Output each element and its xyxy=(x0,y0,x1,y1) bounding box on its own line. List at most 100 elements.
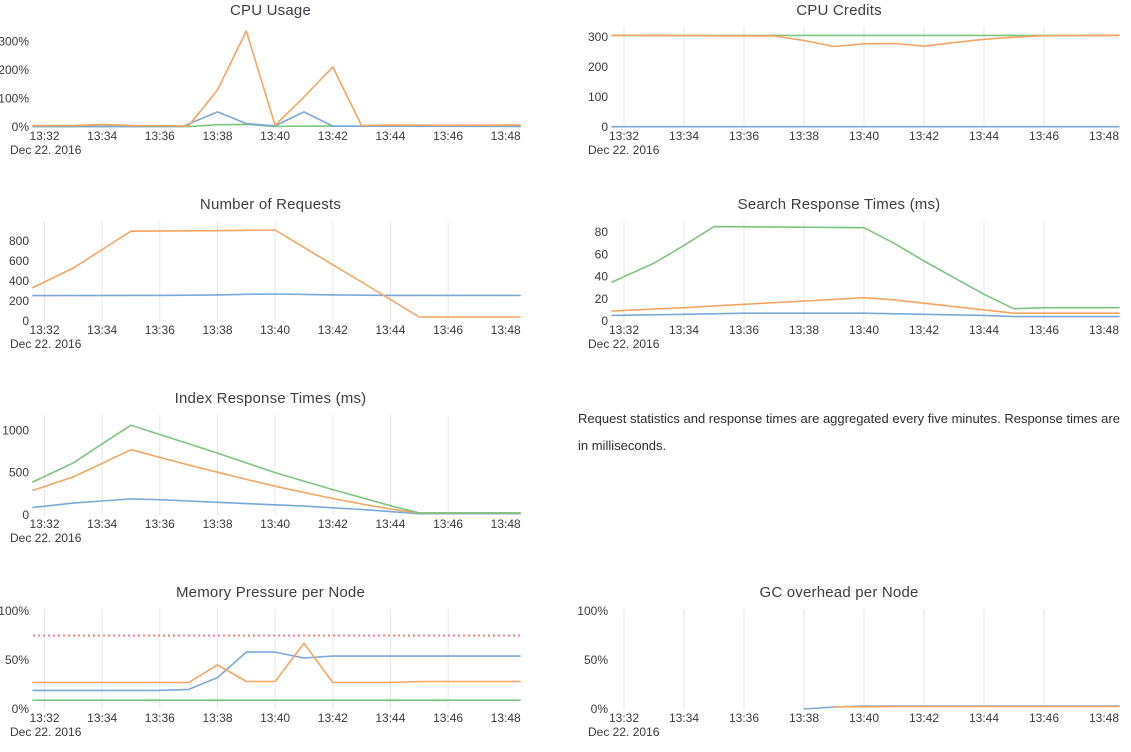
x-axis-tick-label: 13:46 xyxy=(433,711,463,725)
x-axis-tick-label: 13:46 xyxy=(1029,323,1059,337)
x-axis-date-label: Dec 22. 2016 xyxy=(588,337,660,351)
x-axis-date-label: Dec 22. 2016 xyxy=(588,143,660,157)
series-line-orange xyxy=(33,230,520,317)
chart-title: Index Response Times (ms) xyxy=(0,390,565,410)
y-axis-tick-label: 60 xyxy=(595,247,609,261)
x-axis-tick-label: 13:44 xyxy=(969,711,999,725)
x-axis-tick-label: 13:46 xyxy=(433,323,463,337)
y-axis-tick-label: 300 xyxy=(588,30,608,44)
y-axis-tick-label: 500 xyxy=(9,466,29,480)
x-axis-date-label: Dec 22. 2016 xyxy=(588,725,660,739)
series-line-orange xyxy=(612,298,1119,314)
x-axis-tick-label: 13:34 xyxy=(87,129,117,143)
series-line-green xyxy=(612,227,1119,309)
y-axis-tick-label: 0 xyxy=(22,508,29,522)
x-axis-tick-label: 13:34 xyxy=(87,517,117,531)
x-axis-tick-label: 13:48 xyxy=(491,517,521,531)
y-axis-tick-label: 400 xyxy=(9,274,29,288)
x-axis-tick-label: 13:48 xyxy=(491,711,521,725)
x-axis-date-label: Dec 22. 2016 xyxy=(10,725,82,739)
x-axis-tick-label: 13:40 xyxy=(260,517,290,531)
x-axis-tick-label: 13:34 xyxy=(87,711,117,725)
x-axis-tick-label: 13:34 xyxy=(87,323,117,337)
x-axis-tick-label: 13:42 xyxy=(318,711,348,725)
x-axis-tick-label: 13:48 xyxy=(1089,129,1119,143)
x-axis-tick-label: 13:34 xyxy=(669,711,699,725)
x-axis-tick-label: 13:42 xyxy=(909,129,939,143)
x-axis-tick-label: 13:48 xyxy=(491,129,521,143)
x-axis-tick-label: 13:44 xyxy=(969,129,999,143)
x-axis-tick-label: 13:46 xyxy=(1029,711,1059,725)
x-axis-tick-label: 13:36 xyxy=(145,323,175,337)
y-axis-tick-label: 200 xyxy=(588,60,608,74)
x-axis-tick-label: 13:38 xyxy=(202,517,232,531)
chart-title: Number of Requests xyxy=(0,196,565,216)
y-axis-tick-label: 100% xyxy=(0,91,29,105)
x-axis-tick-label: 13:38 xyxy=(202,323,232,337)
y-axis-tick-label: 80 xyxy=(595,225,609,239)
x-axis-tick-label: 13:38 xyxy=(789,323,819,337)
series-line-orange xyxy=(33,450,520,513)
x-axis-tick-label: 13:40 xyxy=(260,323,290,337)
x-axis-tick-label: 13:36 xyxy=(729,323,759,337)
x-axis-tick-label: 13:36 xyxy=(145,129,175,143)
x-axis-tick-label: 13:32 xyxy=(29,517,59,531)
y-axis-tick-label: 200% xyxy=(0,63,29,77)
series-line-orange xyxy=(33,643,520,682)
x-axis-tick-label: 13:44 xyxy=(375,711,405,725)
x-axis-tick-label: 13:42 xyxy=(318,517,348,531)
x-axis-tick-label: 13:32 xyxy=(609,129,639,143)
y-axis-tick-label: 600 xyxy=(9,254,29,268)
x-axis-tick-label: 13:32 xyxy=(29,323,59,337)
x-axis-tick-label: 13:36 xyxy=(729,711,759,725)
x-axis-tick-label: 13:32 xyxy=(609,323,639,337)
x-axis-tick-label: 13:36 xyxy=(145,517,175,531)
series-line-green xyxy=(33,425,520,513)
x-axis-tick-label: 13:34 xyxy=(669,129,699,143)
x-axis-tick-label: 13:40 xyxy=(849,323,879,337)
chart-canvas: 0 100 200 300 13:32 13:34 13:36 13:38 13:40 13:42… xyxy=(565,22,1131,168)
y-axis-tick-label: 0 xyxy=(22,314,29,328)
x-axis-tick-label: 13:36 xyxy=(145,711,175,725)
chart-title: GC overhead per Node xyxy=(565,584,1131,604)
y-axis-tick-label: 50% xyxy=(5,653,29,667)
series-line-blue xyxy=(33,294,520,296)
x-axis-tick-label: 13:38 xyxy=(202,711,232,725)
y-axis-tick-label: 100% xyxy=(577,604,608,618)
x-axis-tick-label: 13:48 xyxy=(1089,323,1119,337)
y-axis-tick-label: 100 xyxy=(588,90,608,104)
x-axis-tick-label: 13:40 xyxy=(260,129,290,143)
x-axis-tick-label: 13:36 xyxy=(729,129,759,143)
x-axis-tick-label: 13:44 xyxy=(375,517,405,531)
y-axis-tick-label: 800 xyxy=(9,234,29,248)
x-axis-tick-label: 13:40 xyxy=(849,711,879,725)
x-axis-tick-label: 13:40 xyxy=(260,711,290,725)
x-axis-tick-label: 13:38 xyxy=(202,129,232,143)
x-axis-tick-label: 13:44 xyxy=(375,323,405,337)
y-axis-tick-label: 0 xyxy=(601,314,608,328)
y-axis-tick-label: 0% xyxy=(12,120,30,134)
x-axis-tick-label: 13:40 xyxy=(849,129,879,143)
chart-title: Memory Pressure per Node xyxy=(0,584,565,604)
note-panel: Request statistics and response times ar… xyxy=(565,388,1131,558)
x-axis-tick-label: 13:44 xyxy=(969,323,999,337)
x-axis-tick-label: 13:34 xyxy=(669,323,699,337)
x-axis-tick-label: 13:48 xyxy=(491,323,521,337)
x-axis-tick-label: 13:32 xyxy=(29,711,59,725)
x-axis-tick-label: 13:46 xyxy=(433,129,463,143)
x-axis-tick-label: 13:42 xyxy=(909,323,939,337)
x-axis-tick-label: 13:38 xyxy=(789,129,819,143)
chart-title: CPU Credits xyxy=(565,2,1131,22)
x-axis-tick-label: 13:42 xyxy=(318,129,348,143)
y-axis-tick-label: 0 xyxy=(601,120,608,134)
y-axis-tick-label: 200 xyxy=(9,294,29,308)
